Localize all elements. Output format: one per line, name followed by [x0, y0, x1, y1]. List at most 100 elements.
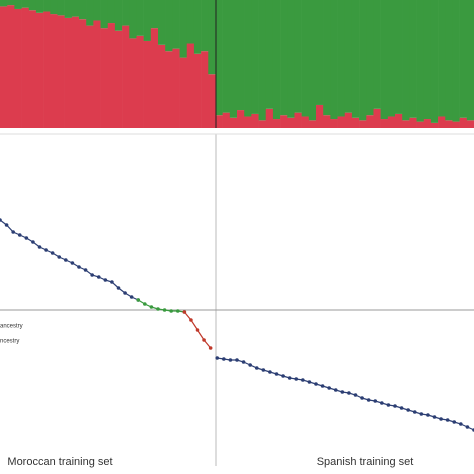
bar-segment	[459, 117, 468, 128]
bar-segment	[237, 110, 245, 128]
point	[294, 377, 299, 381]
bar-segment	[280, 0, 288, 116]
bar-segment	[423, 119, 432, 128]
point	[426, 413, 430, 417]
bar-segment	[43, 0, 51, 12]
point	[129, 295, 134, 299]
bar-segment	[258, 120, 267, 128]
bar-segment	[201, 0, 209, 52]
bar-segment	[337, 116, 346, 128]
bar-segment	[251, 113, 259, 128]
bar-segment	[351, 0, 360, 118]
point	[136, 298, 141, 302]
bar-segment	[86, 25, 94, 129]
bar-segment	[107, 0, 116, 24]
point	[314, 382, 318, 386]
bar-segment	[409, 117, 417, 128]
bar-segment	[50, 14, 58, 128]
annotation: ncestry	[0, 339, 19, 345]
point	[182, 310, 187, 314]
bar-segment	[387, 0, 396, 117]
bar-segment	[150, 28, 159, 128]
bar-segment	[215, 0, 223, 116]
point	[353, 393, 358, 397]
point	[452, 420, 457, 424]
bar-segment	[79, 19, 87, 129]
bar-segment	[21, 7, 30, 128]
bar-segment	[100, 0, 109, 29]
bar-segment	[466, 0, 474, 121]
bar-segment	[452, 121, 460, 128]
point	[261, 368, 266, 372]
bar-segment	[71, 16, 80, 128]
point	[445, 418, 450, 422]
bar-segment	[186, 0, 195, 44]
bar-segment	[287, 0, 295, 118]
bar-segment	[373, 108, 381, 128]
bar-segment	[143, 40, 152, 128]
point	[327, 386, 331, 390]
bar-segment	[308, 0, 317, 121]
bar-segment	[351, 117, 360, 128]
bar-segment	[373, 0, 381, 109]
point	[347, 391, 351, 395]
point	[37, 245, 42, 249]
bar-segment	[43, 11, 51, 129]
bar-segment	[172, 0, 180, 49]
point	[307, 380, 312, 384]
point	[419, 412, 424, 416]
point	[70, 261, 75, 265]
bar-segment	[323, 115, 331, 128]
point	[31, 240, 35, 244]
point	[241, 360, 246, 364]
bar-segment	[172, 48, 180, 128]
bar-segment	[28, 0, 37, 11]
bar-segment	[294, 0, 302, 113]
bar-segment	[366, 0, 374, 116]
bar-segment	[438, 0, 446, 117]
bar-segment	[402, 120, 410, 128]
point	[143, 302, 147, 306]
point	[4, 223, 9, 227]
bar-segment	[402, 0, 410, 121]
point	[399, 406, 404, 410]
bar-segment	[272, 0, 281, 120]
bar-segment	[93, 20, 101, 129]
bar-segment	[136, 35, 144, 129]
bar-segment	[35, 0, 44, 13]
point	[189, 318, 193, 322]
bar-segment	[193, 53, 202, 129]
bar-segment	[265, 0, 274, 109]
point	[11, 230, 15, 234]
point	[202, 338, 206, 342]
point	[77, 265, 81, 269]
point	[459, 422, 463, 426]
bar-segment	[244, 116, 252, 128]
bar-segment	[7, 5, 15, 128]
bar-segment	[459, 0, 468, 118]
bar-segment	[208, 74, 216, 128]
bar-segment	[0, 0, 8, 7]
bar-segment	[409, 0, 417, 118]
point	[24, 236, 29, 240]
bar-segment	[150, 0, 159, 29]
bar-segment	[395, 113, 403, 128]
bar-segment	[330, 0, 338, 120]
bar-segment	[165, 51, 173, 129]
bar-segment	[71, 0, 80, 17]
point	[235, 358, 239, 362]
point	[228, 358, 233, 362]
bar-segment	[445, 0, 453, 121]
bar-segment	[193, 0, 202, 54]
point	[439, 417, 443, 421]
point	[57, 255, 62, 259]
bar-segment	[129, 38, 137, 128]
point	[123, 291, 127, 295]
point	[50, 251, 55, 255]
bar-segment	[57, 15, 65, 128]
point	[64, 258, 68, 262]
bar-segment	[294, 112, 302, 128]
point	[333, 388, 338, 392]
bar-segment	[387, 116, 396, 128]
bar-segment	[222, 0, 231, 113]
